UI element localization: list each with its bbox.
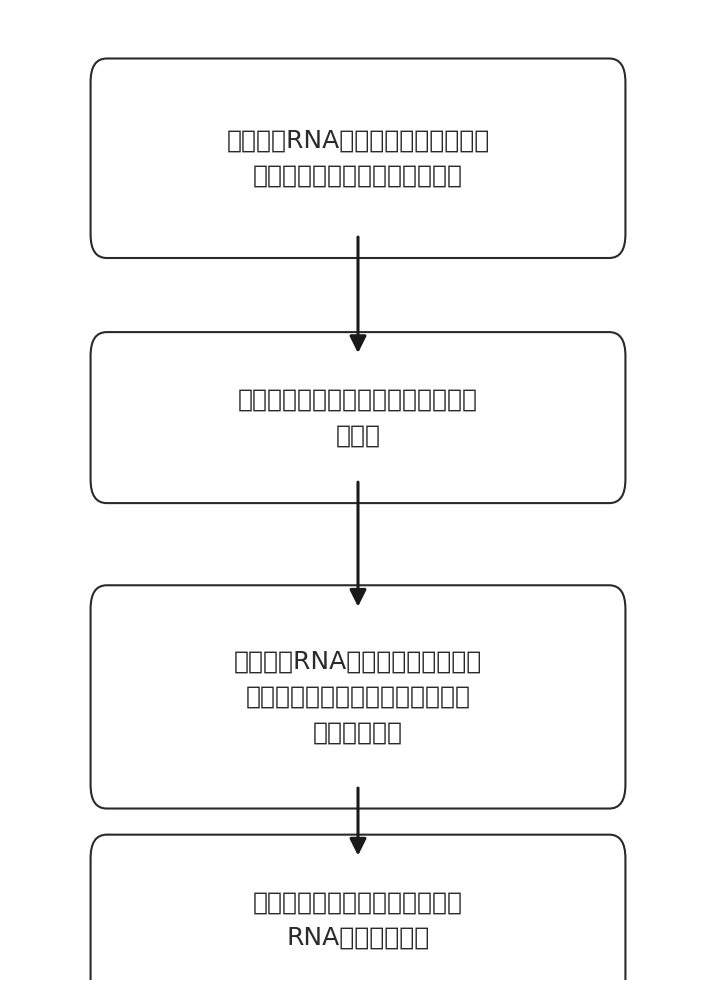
Text: 执行自动化分析流程，获得环状
RNA分析结果报告: 执行自动化分析流程，获得环状 RNA分析结果报告 xyxy=(253,890,463,950)
Text: 根据环状RNA高通量芯片数据处理流
程模块生成自定义参数配置文件: 根据环状RNA高通量芯片数据处理流 程模块生成自定义参数配置文件 xyxy=(226,129,490,188)
FancyBboxPatch shape xyxy=(90,835,626,1000)
Text: 用户根据需要，输入设定的各参数配
置文件: 用户根据需要，输入设定的各参数配 置文件 xyxy=(238,388,478,447)
FancyBboxPatch shape xyxy=(90,585,626,809)
Text: 根据环状RNA高通量数据处理流程
模块和参数配置文件，生成自动化
分析流程文件: 根据环状RNA高通量数据处理流程 模块和参数配置文件，生成自动化 分析流程文件 xyxy=(234,650,482,744)
FancyBboxPatch shape xyxy=(90,58,626,258)
FancyBboxPatch shape xyxy=(90,332,626,503)
